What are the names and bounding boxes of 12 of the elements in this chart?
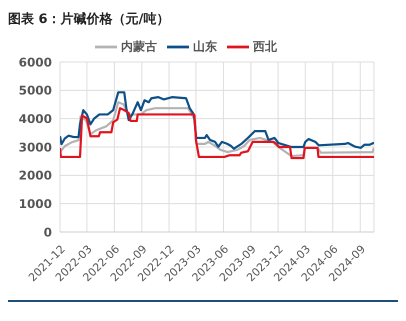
legend-label: 内蒙古	[121, 39, 157, 54]
legend-label: 西北	[253, 39, 277, 54]
y-tick-label: 6000	[18, 55, 52, 70]
chart-title: 图表 6：片碱价格（元/吨）	[8, 11, 170, 29]
line-series	[60, 91, 374, 150]
y-tick-label: 2000	[18, 168, 52, 183]
y-tick-label: 0	[44, 225, 52, 240]
y-tick-label: 1000	[18, 196, 52, 211]
y-tick-label: 5000	[18, 84, 52, 98]
y-tick-label: 3000	[18, 140, 52, 154]
legend-label: 山东	[193, 39, 217, 54]
y-tick-label: 4000	[18, 112, 52, 126]
